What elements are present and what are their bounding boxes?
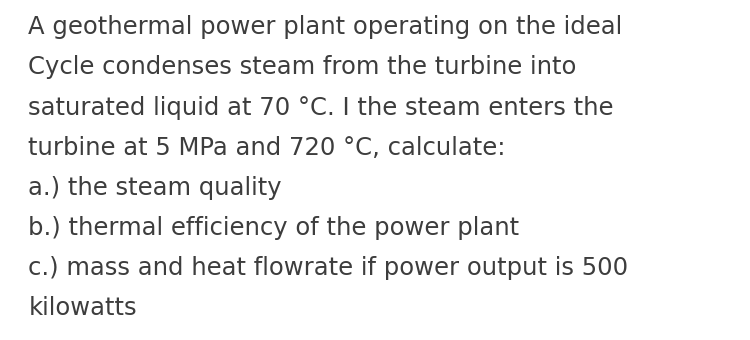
Text: turbine at 5 MPa and 720 °C, calculate:: turbine at 5 MPa and 720 °C, calculate: <box>28 136 506 160</box>
Text: Cycle condenses steam from the turbine into: Cycle condenses steam from the turbine i… <box>28 55 577 80</box>
Text: c.) mass and heat flowrate if power output is 500: c.) mass and heat flowrate if power outp… <box>28 256 628 280</box>
Text: b.) thermal efficiency of the power plant: b.) thermal efficiency of the power plan… <box>28 216 520 240</box>
Text: a.) the steam quality: a.) the steam quality <box>28 176 282 200</box>
Text: A geothermal power plant operating on the ideal: A geothermal power plant operating on th… <box>28 15 622 39</box>
Text: saturated liquid at 70 °C. I the steam enters the: saturated liquid at 70 °C. I the steam e… <box>28 96 614 120</box>
Text: kilowatts: kilowatts <box>28 296 137 320</box>
